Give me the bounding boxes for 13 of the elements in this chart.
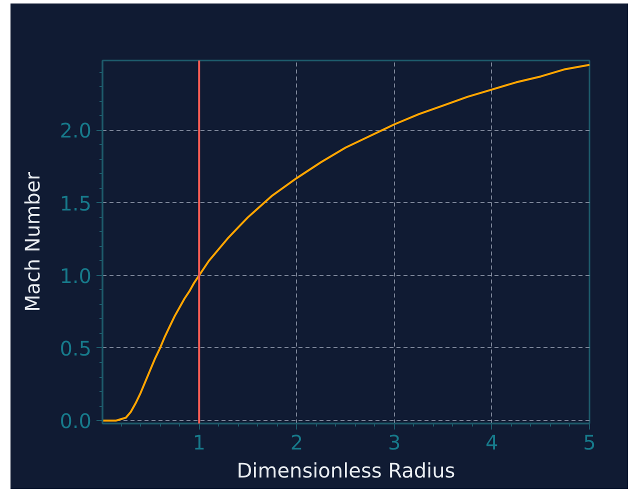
x-axis-title: Dimensionless Radius <box>236 458 456 482</box>
x-tick-label: 5 <box>583 430 596 454</box>
line-series <box>102 64 590 422</box>
y-tick-label: 0.5 <box>60 336 92 360</box>
x-tick-label: 2 <box>290 430 304 454</box>
y-tick-label: 1.0 <box>60 264 92 288</box>
y-axis-title: Mach Number <box>20 171 45 312</box>
x-tick-label: 4 <box>486 430 498 454</box>
y-tick-label: 0.0 <box>60 409 92 434</box>
x-tick-label: 1 <box>192 430 206 454</box>
x-tick-label: 3 <box>388 430 401 454</box>
y-tick-label: 1.5 <box>60 191 92 216</box>
y-tick-label: 2.0 <box>60 118 92 143</box>
